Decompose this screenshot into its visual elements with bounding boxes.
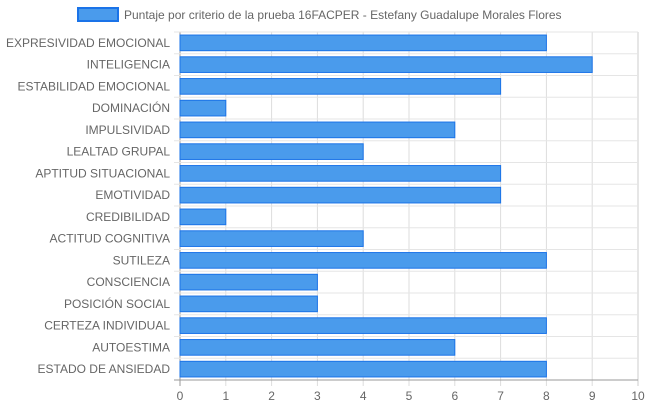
y-tick-label: EXPRESIVIDAD EMOCIONAL <box>6 36 170 50</box>
bar[interactable] <box>179 360 547 378</box>
x-tick-label: 6 <box>451 389 458 403</box>
y-tick-label: LEALTAD GRUPAL <box>67 145 171 159</box>
y-tick-label: CONSCIENCIA <box>87 275 170 289</box>
bar[interactable] <box>179 56 593 73</box>
y-tick-label: ESTABILIDAD EMOCIONAL <box>18 79 171 93</box>
y-tick-label: DOMINACIÓN <box>92 100 170 115</box>
bar[interactable] <box>179 143 364 160</box>
x-axis-labels: 0 1 2 3 4 5 6 7 8 9 10 <box>177 389 645 403</box>
x-tick-label: 0 <box>177 389 184 403</box>
bar[interactable] <box>179 186 502 204</box>
legend-swatch[interactable] <box>77 7 119 22</box>
x-tick-label: 10 <box>631 389 645 403</box>
y-tick-label: ACTITUD COGNITIVA <box>50 232 170 246</box>
x-tick-label: 7 <box>497 389 504 403</box>
y-tick-label: AUTOESTIMA <box>92 340 170 354</box>
y-tick-label: APTITUD SITUACIONAL <box>35 166 170 180</box>
bar[interactable] <box>179 339 456 356</box>
bars <box>179 34 593 378</box>
y-tick-label: INTELIGENCIA <box>87 58 170 72</box>
bar[interactable] <box>179 295 318 313</box>
y-tick-label: IMPULSIVIDAD <box>85 123 170 137</box>
x-tick-label: 5 <box>406 389 413 403</box>
y-tick-label: SUTILEZA <box>113 253 170 267</box>
legend-label[interactable]: Puntaje por criterio de la prueba 16FACP… <box>124 8 562 22</box>
bar[interactable] <box>179 99 227 117</box>
x-tick-label: 9 <box>589 389 596 403</box>
x-tick-label: 8 <box>543 389 550 403</box>
x-tick-label: 4 <box>360 389 367 403</box>
y-tick-label: CREDIBILIDAD <box>86 210 170 224</box>
y-tick-label: ESTADO DE ANSIEDAD <box>38 362 171 376</box>
x-tick-label: 3 <box>314 389 321 403</box>
bar[interactable] <box>179 121 456 139</box>
bar[interactable] <box>179 34 547 52</box>
bar[interactable] <box>179 317 547 334</box>
y-tick-label: CERTEZA INDIVIDUAL <box>44 319 170 333</box>
bar[interactable] <box>179 273 318 291</box>
x-tick-label: 1 <box>222 389 229 403</box>
legend[interactable]: Puntaje por criterio de la prueba 16FACP… <box>77 7 562 22</box>
bar[interactable] <box>179 230 364 247</box>
y-axis-labels: EXPRESIVIDAD EMOCIONAL INTELIGENCIA ESTABI… <box>6 36 170 376</box>
bar[interactable] <box>179 165 502 182</box>
y-tick-label: POSICIÓN SOCIAL <box>64 296 170 311</box>
y-tick-label: EMOTIVIDAD <box>95 188 170 202</box>
bar[interactable] <box>179 208 227 226</box>
x-tick-label: 2 <box>268 389 275 403</box>
bar[interactable] <box>179 252 547 269</box>
bar[interactable] <box>179 78 502 95</box>
